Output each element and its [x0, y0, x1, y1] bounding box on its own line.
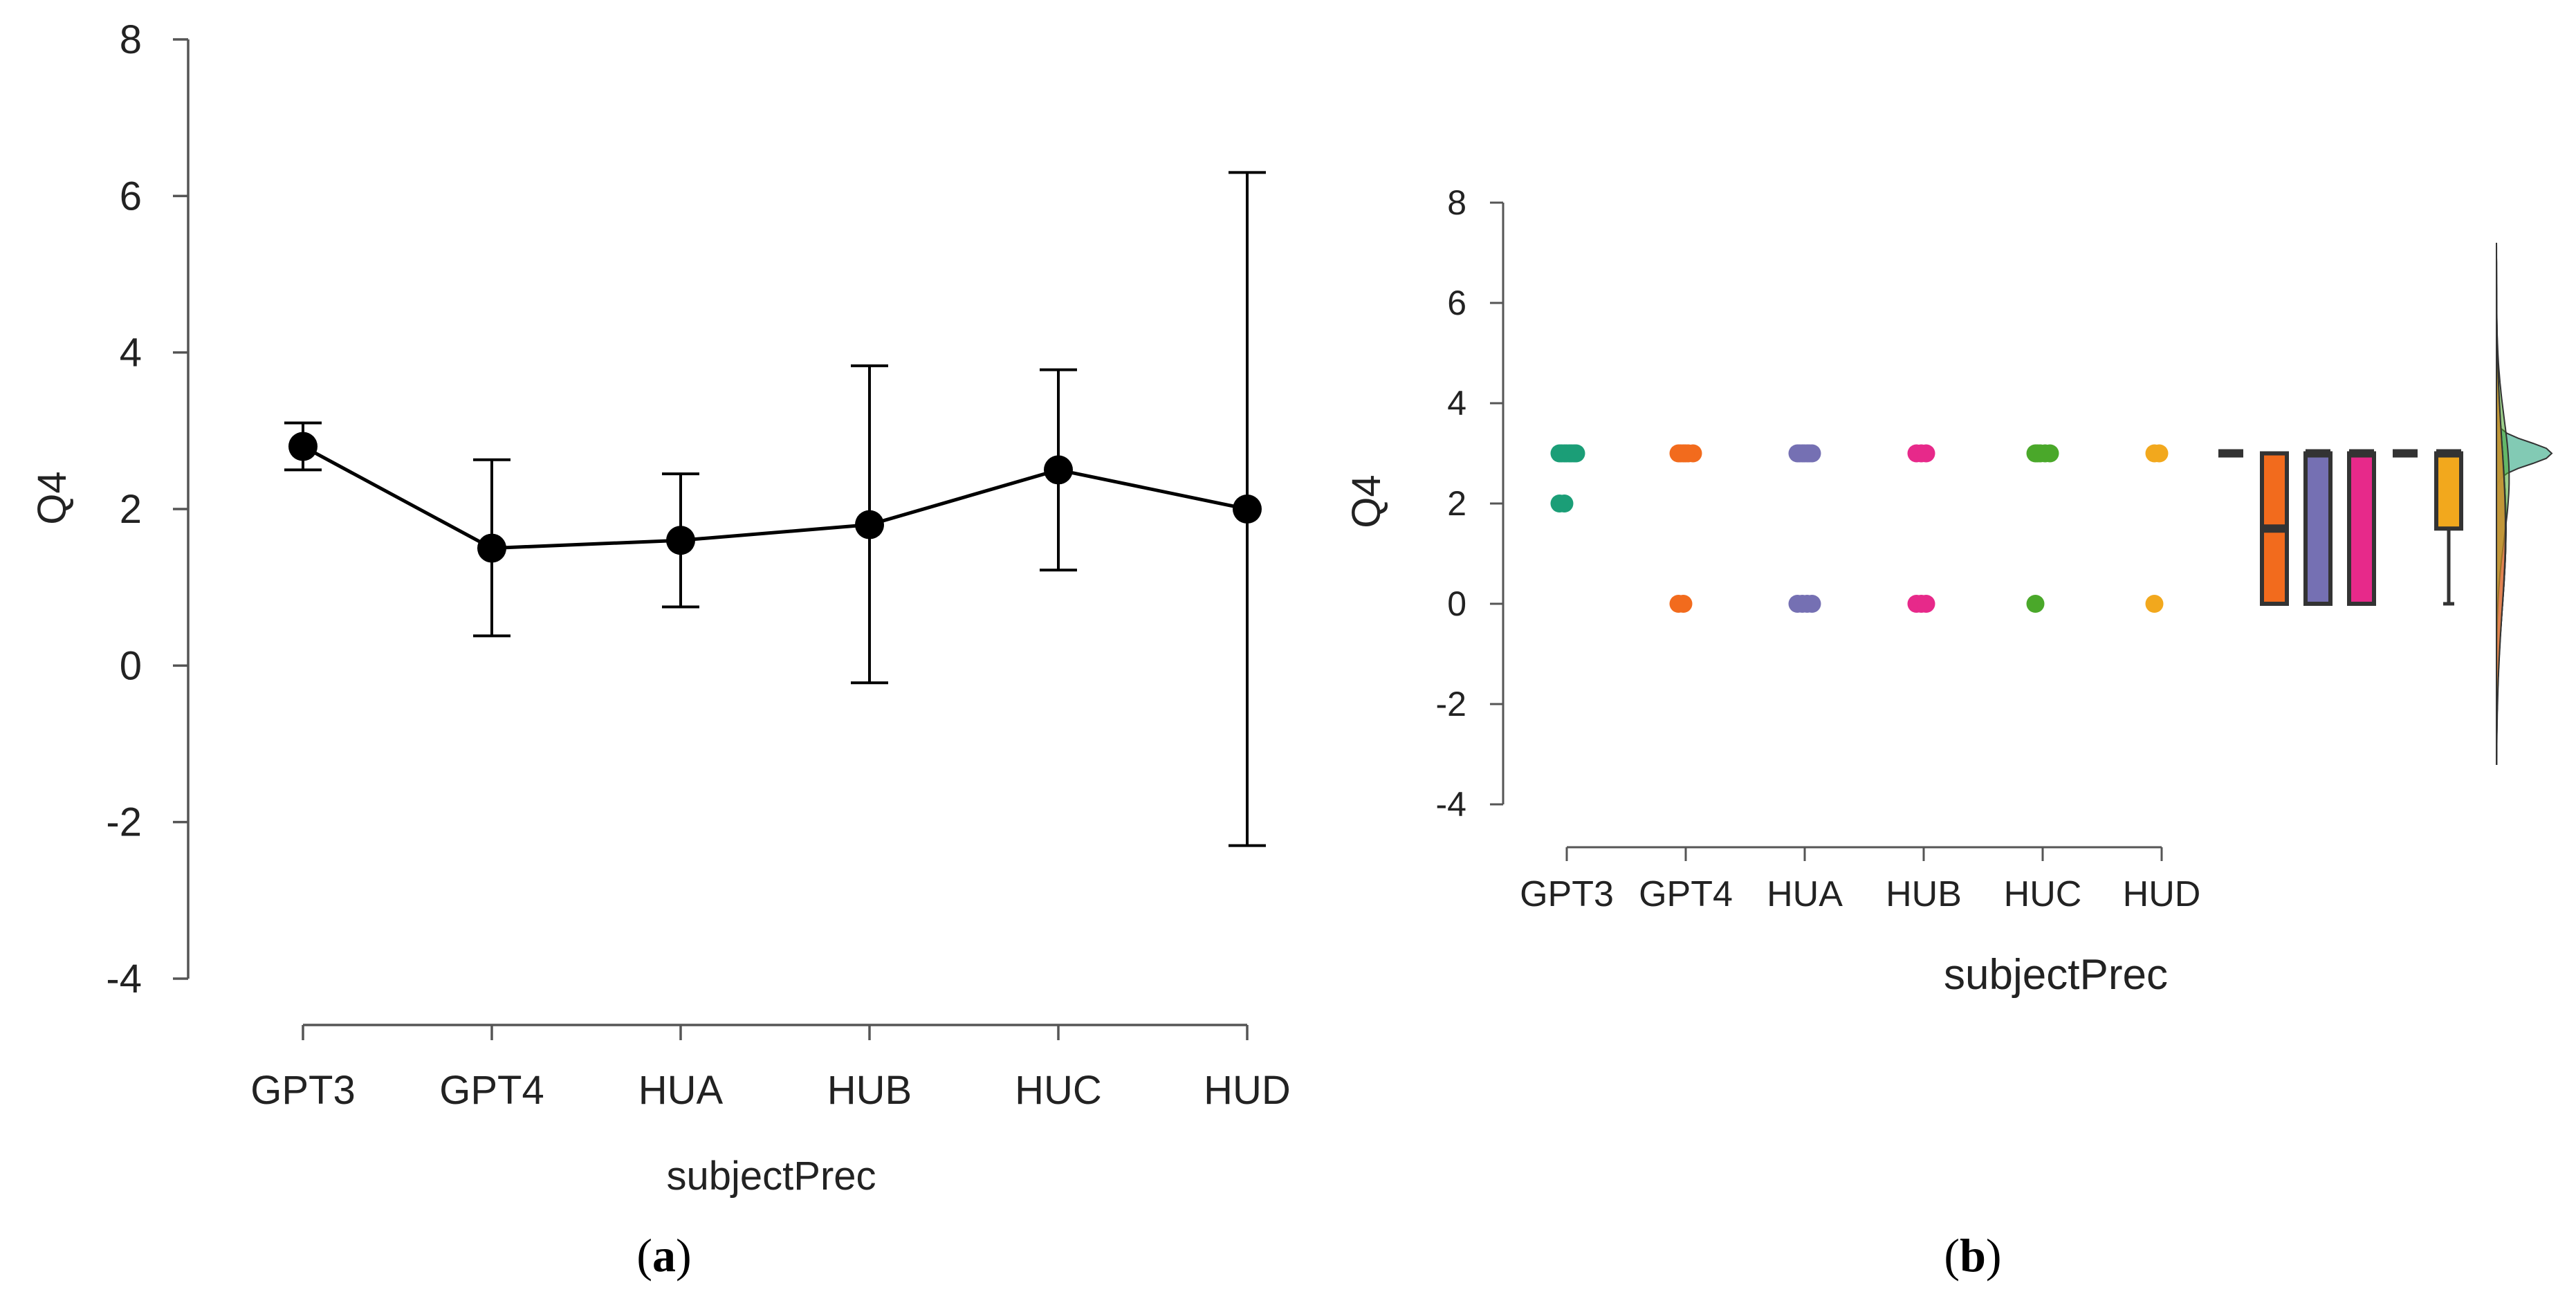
chart-a-point [1233, 495, 1262, 524]
chart-b-density [2496, 242, 2506, 765]
chart-a-points [288, 432, 1262, 563]
chart-a-errorbars [284, 171, 1266, 847]
chart-b-boxplot [2434, 449, 2463, 606]
chart-b-boxplots [2218, 449, 2463, 606]
chart-b-points [1550, 444, 2169, 613]
chart-a-xtick-label: HUB [827, 1068, 912, 1113]
chart-a-point [1044, 455, 1073, 485]
chart-b-xtick-label: GPT4 [1639, 874, 1733, 914]
chart-a-xtick-label: HUC [1015, 1068, 1102, 1113]
chart-b-boxplot-box [2347, 451, 2376, 606]
chart-a-xlabel: subjectPrec [666, 1154, 876, 1199]
chart-b-ytick-label: -2 [1436, 685, 1466, 723]
chart-a: -4 -2 0 2 4 6 8 GPT3 GPT4 HUA HUB HUC HUD Q4 subjec… [30, 17, 1291, 1282]
chart-b-xtick-label: GPT3 [1520, 874, 1614, 914]
chart-a-point [666, 526, 695, 555]
chart-b-point [1917, 595, 1935, 613]
chart-b-point [1567, 444, 1585, 463]
chart-b-point [1800, 444, 1819, 463]
chart-b-point [2041, 444, 2059, 463]
chart-a-point [477, 533, 506, 563]
chart-a-ytick-label: 4 [120, 331, 142, 376]
chart-b-axes [1490, 201, 2163, 861]
chart-b-ytick-label: 4 [1447, 384, 1466, 423]
chart-b-point [2145, 595, 2164, 613]
chart-b-point [1803, 595, 1821, 613]
chart-a-ytick-label: 0 [120, 643, 142, 688]
chart-a-mean-line [302, 445, 1248, 551]
chart-a-xtick-label: HUA [638, 1068, 724, 1113]
chart-b-xtick-labels: GPT3 GPT4 HUA HUB HUC HUD [1520, 874, 2200, 914]
chart-b-point [1676, 444, 1695, 463]
chart-a-xtick-label: GPT4 [439, 1068, 544, 1113]
chart-b-ytick-label: 6 [1447, 284, 1466, 322]
chart-a-ytick-label: -2 [106, 800, 142, 845]
chart-a-ytick-labels: -4 -2 0 2 4 6 8 [106, 17, 142, 1001]
chart-b: -4 -2 0 2 4 6 8 GPT3 GPT4 HUA HUB HUC HUD Q4 subjec… [1344, 183, 2553, 1282]
chart-b-ylabel: Q4 [1344, 474, 1389, 528]
chart-a-ytick-label: 2 [120, 487, 142, 532]
chart-b-boxplot [2303, 449, 2333, 606]
panel-a-letter: a [652, 1229, 676, 1282]
chart-b-point [1674, 595, 1693, 613]
chart-a-ytick-label: -4 [106, 957, 142, 1001]
panel-a-label: (a) [636, 1229, 691, 1282]
chart-b-xtick-label: HUD [2123, 874, 2201, 914]
chart-b-point [2026, 595, 2045, 613]
chart-b-boxplot [2347, 449, 2376, 606]
chart-a-xtick-labels: GPT3 GPT4 HUA HUB HUC HUD [250, 1068, 1291, 1113]
chart-b-boxplot [2260, 451, 2289, 606]
chart-a-ylabel: Q4 [30, 471, 75, 524]
chart-b-densities [2496, 242, 2553, 765]
chart-b-boxplot-box [2434, 451, 2463, 531]
chart-b-point [1917, 444, 1935, 463]
chart-b-ytick-label: 0 [1447, 584, 1466, 623]
chart-b-point [1555, 495, 1574, 512]
chart-a-point [855, 510, 884, 539]
chart-b-xtick-label: HUB [1886, 874, 1962, 914]
chart-a-ytick-label: 6 [120, 174, 142, 219]
chart-b-ytick-label: 8 [1447, 183, 1466, 222]
panel-b-letter: b [1960, 1229, 1986, 1282]
chart-b-xtick-label: HUC [2004, 874, 2082, 914]
chart-b-point [2150, 444, 2169, 463]
chart-b-ytick-labels: -4 -2 0 2 4 6 8 [1436, 183, 1466, 824]
chart-b-ytick-label: -4 [1436, 785, 1466, 824]
chart-b-xlabel: subjectPrec [1944, 951, 2168, 999]
chart-a-xtick-label: GPT3 [250, 1068, 356, 1113]
chart-a-ytick-label: 8 [120, 17, 142, 62]
chart-b-boxplot-box [2303, 451, 2333, 606]
panel-b-label: (b) [1944, 1229, 2001, 1282]
chart-a-axes [173, 38, 1249, 1040]
chart-a-xtick-label: HUD [1204, 1068, 1291, 1113]
chart-b-ytick-label: 2 [1447, 484, 1466, 523]
chart-b-xtick-label: HUA [1767, 874, 1843, 914]
chart-a-point [288, 432, 318, 461]
chart-b-point [2028, 444, 2047, 463]
